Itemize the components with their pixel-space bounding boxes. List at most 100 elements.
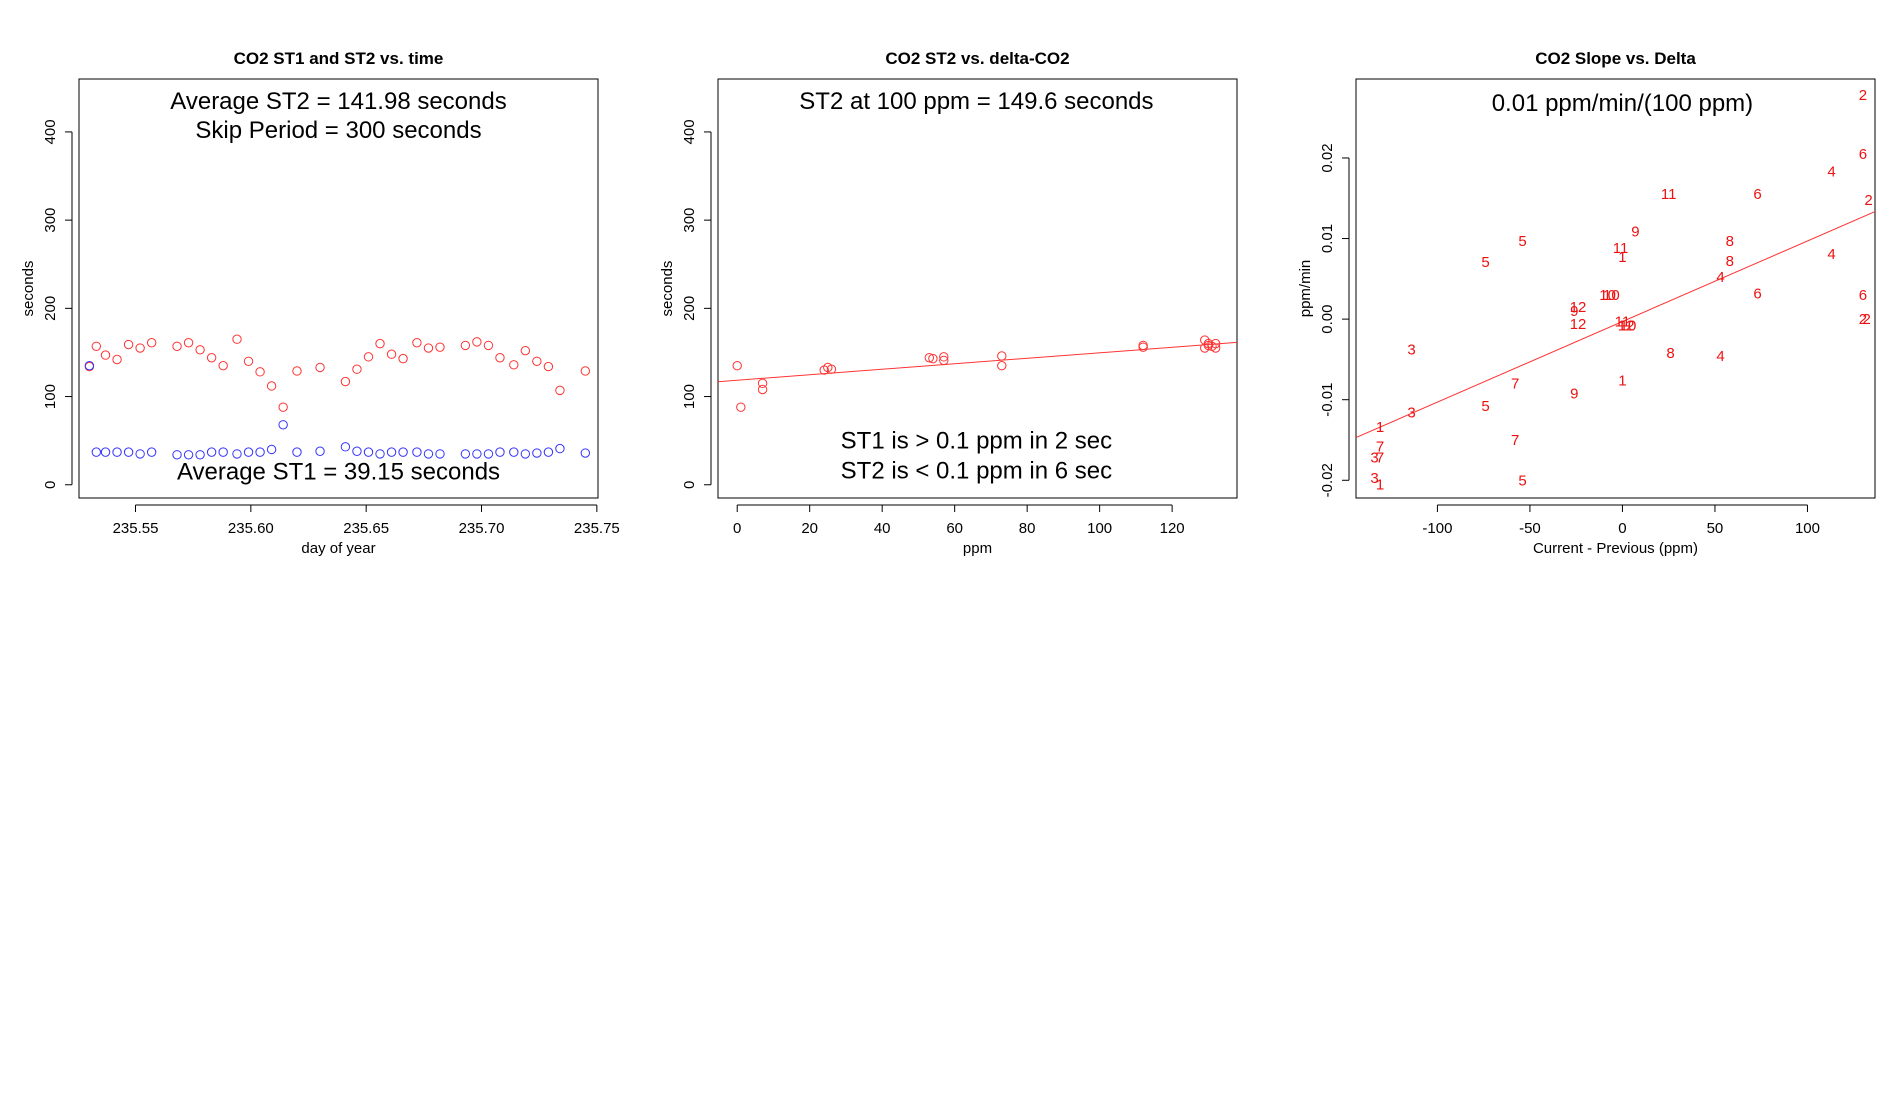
point-label: 11 xyxy=(1613,240,1629,257)
point-label: 4 xyxy=(1716,348,1724,365)
data-point-st2 xyxy=(218,360,228,371)
data-point-st1 xyxy=(520,449,531,459)
annotation-text: Average ST1 = 39.15 seconds xyxy=(177,459,500,486)
point-label: 7 xyxy=(1511,376,1519,393)
data-point-st2 xyxy=(532,356,542,366)
x-tick-label: 235.75 xyxy=(574,520,620,537)
data-point-st2 xyxy=(928,353,938,364)
data-point-st2 xyxy=(232,334,242,344)
slope-plot: CO2 Slope vs. Delta -100 -50 0 50 100 Current … xyxy=(1297,49,1876,557)
point-label: 4 xyxy=(1827,164,1835,181)
delta-plot: CO2 ST2 vs. delta-CO2 0 20 40 60 80 100 120 ppm 0… xyxy=(659,49,1238,557)
point-label: 5 xyxy=(1481,254,1489,271)
y-tick-label: 0.02 xyxy=(1319,143,1336,172)
data-point-st2 xyxy=(123,339,134,350)
data-point-st1 xyxy=(206,447,217,457)
data-point-st2 xyxy=(91,341,102,351)
x-tick-label: -50 xyxy=(1519,520,1541,537)
point-label: 8 xyxy=(1726,253,1734,270)
x-axis-label: Current - Previous (ppm) xyxy=(1533,540,1698,557)
y-tick-label: 400 xyxy=(42,119,59,144)
chart-title: CO2 ST2 vs. delta-CO2 xyxy=(885,49,1069,68)
y-tick-label: 0.01 xyxy=(1319,224,1336,253)
data-point-st2 xyxy=(243,356,254,366)
data-point-st2 xyxy=(375,338,385,349)
data-point-st1 xyxy=(243,447,254,457)
x-tick-label: 20 xyxy=(801,520,818,537)
point-label: 3 xyxy=(1407,342,1415,359)
data-point-st1 xyxy=(483,449,494,459)
data-point-st2 xyxy=(1210,338,1221,349)
point-label: 6 xyxy=(1859,146,1867,163)
point-label: 12 xyxy=(1570,299,1587,316)
point-label: 12 xyxy=(1618,318,1635,335)
plot-area xyxy=(718,335,1237,412)
point-label: 7 xyxy=(1376,438,1384,455)
data-point-st1 xyxy=(532,448,542,458)
data-point-st2 xyxy=(1210,343,1221,353)
x-tick-label: 235.60 xyxy=(228,520,274,537)
data-point-st2 xyxy=(135,343,145,353)
data-point-st2 xyxy=(997,360,1007,371)
point-label: 6 xyxy=(1753,186,1761,203)
series-st2 xyxy=(732,335,1221,412)
data-point-st2 xyxy=(939,355,949,366)
data-point-st2 xyxy=(315,362,325,373)
data-point-st2 xyxy=(435,342,445,352)
y-tick-label: 200 xyxy=(42,296,59,321)
point-label: 12 xyxy=(1570,316,1587,333)
data-point-st2 xyxy=(997,351,1007,361)
fit-line xyxy=(1356,211,1875,439)
x-tick-label: 100 xyxy=(1795,520,1820,537)
data-point-st2 xyxy=(255,367,265,377)
data-point-st1 xyxy=(435,449,445,459)
point-label: 8 xyxy=(1666,345,1674,362)
plot-area xyxy=(84,334,591,460)
data-point-st1 xyxy=(255,447,265,457)
data-point-st1 xyxy=(509,447,519,457)
data-point-st2 xyxy=(206,353,217,363)
series-st1 xyxy=(84,360,591,460)
y-tick-label: -0.02 xyxy=(1319,463,1336,497)
x-tick-label: 235.65 xyxy=(343,520,389,537)
point-label: 8 xyxy=(1726,233,1734,250)
data-point-st1 xyxy=(84,360,95,371)
data-point-st2 xyxy=(1138,342,1148,352)
annotation-text: ST2 is < 0.1 ppm in 6 sec xyxy=(841,458,1112,485)
y-tick-label: 200 xyxy=(681,296,698,321)
annotation-text: Skip Period = 300 seconds xyxy=(195,117,481,144)
data-point-st1 xyxy=(543,447,554,457)
data-point-st1 xyxy=(386,447,397,457)
data-point-st2 xyxy=(460,340,471,351)
data-point-st2 xyxy=(146,338,157,348)
x-tick-label: 235.70 xyxy=(459,520,505,537)
point-label: 5 xyxy=(1518,472,1526,489)
x-axis-label: ppm xyxy=(963,540,992,557)
point-label: 9 xyxy=(1570,385,1578,402)
data-point-st2 xyxy=(543,361,554,372)
data-point-st1 xyxy=(375,449,385,459)
data-point-st1 xyxy=(195,450,205,460)
time-plot: CO2 ST1 and ST2 vs. time 235.55 235.60 235.… xyxy=(20,49,620,557)
x-tick-label: 235.55 xyxy=(113,520,159,537)
point-label: 11 xyxy=(1615,314,1631,331)
data-point-st2 xyxy=(732,360,742,371)
plot-frame xyxy=(78,78,599,499)
data-point-st2 xyxy=(423,343,434,353)
y-tick-label: 0.00 xyxy=(1319,305,1336,334)
data-point-st2 xyxy=(386,349,397,359)
data-point-st2 xyxy=(183,338,194,348)
data-point-st1 xyxy=(555,443,565,454)
plot-frame xyxy=(717,78,1238,499)
y-tick-label: 0 xyxy=(42,481,59,489)
y-tick-label: 300 xyxy=(681,208,698,233)
point-label: 7 xyxy=(1376,450,1384,467)
data-point-st1 xyxy=(146,447,157,457)
point-label: 10 xyxy=(1620,318,1637,335)
data-point-st1 xyxy=(232,449,242,459)
annotation-text: 0.01 ppm/min/(100 ppm) xyxy=(1492,90,1753,117)
y-axis-label: ppm/min xyxy=(1297,260,1314,318)
data-point-st1 xyxy=(218,447,228,457)
